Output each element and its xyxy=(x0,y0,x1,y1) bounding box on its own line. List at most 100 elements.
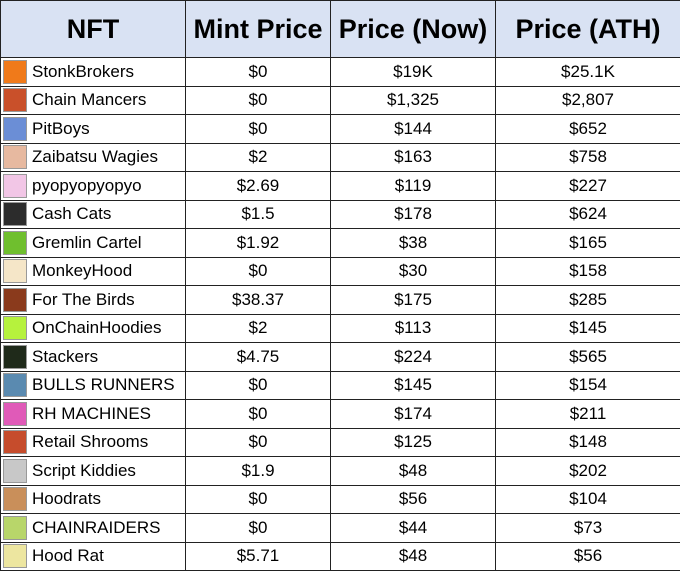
price-cell: $104 xyxy=(495,484,680,514)
nft-cell: Hoodrats xyxy=(0,484,186,514)
nft-icon xyxy=(3,316,27,341)
nft-icon xyxy=(3,259,27,284)
price-cell: $227 xyxy=(495,171,680,201)
column-header: NFT xyxy=(0,0,186,58)
nft-name: Chain Mancers xyxy=(32,90,147,110)
nft-icon xyxy=(3,344,27,369)
nft-icon xyxy=(3,116,27,141)
table-row: MonkeyHood $0 $30 $158 xyxy=(0,256,680,286)
nft-cell: Stackers xyxy=(0,342,186,372)
price-cell: $119 xyxy=(330,171,496,201)
price-cell: $0 xyxy=(185,85,331,115)
nft-name: Cash Cats xyxy=(32,204,112,224)
table-row: CHAINRAIDERS $0 $44 $73 xyxy=(0,513,680,543)
price-cell: $0 xyxy=(185,399,331,429)
price-cell: $565 xyxy=(495,342,680,372)
price-cell: $125 xyxy=(330,427,496,457)
nft-cell: Chain Mancers xyxy=(0,85,186,115)
price-cell: $56 xyxy=(495,541,680,571)
price-cell: $145 xyxy=(330,370,496,400)
table-body: StonkBrokers $0 $19K $25.1K Chain Mancers $0 $… xyxy=(0,57,680,571)
price-cell: $1.5 xyxy=(185,199,331,229)
price-cell: $144 xyxy=(330,114,496,144)
price-cell: $175 xyxy=(330,285,496,315)
nft-icon xyxy=(3,230,27,255)
price-cell: $0 xyxy=(185,114,331,144)
nft-name: RH MACHINES xyxy=(32,403,152,423)
price-cell: $0 xyxy=(185,484,331,514)
nft-name: Script Kiddies xyxy=(32,460,136,480)
price-cell: $44 xyxy=(330,513,496,543)
table-row: PitBoys $0 $144 $652 xyxy=(0,114,680,144)
nft-icon xyxy=(3,59,27,84)
nft-cell: StonkBrokers xyxy=(0,57,186,87)
nft-cell: Gremlin Cartel xyxy=(0,228,186,258)
table-row: Gremlin Cartel $1.92 $38 $165 xyxy=(0,228,680,258)
price-cell: $1.9 xyxy=(185,456,331,486)
table-row: Cash Cats $1.5 $178 $624 xyxy=(0,199,680,229)
price-cell: $0 xyxy=(185,370,331,400)
nft-icon xyxy=(3,544,27,569)
nft-cell: CHAINRAIDERS xyxy=(0,513,186,543)
table-row: Retail Shrooms $0 $125 $148 xyxy=(0,427,680,457)
nft-icon xyxy=(3,88,27,113)
price-cell: $30 xyxy=(330,256,496,286)
price-cell: $154 xyxy=(495,370,680,400)
price-cell: $624 xyxy=(495,199,680,229)
price-cell: $25.1K xyxy=(495,57,680,87)
table-row: BULLS RUNNERS $0 $145 $154 xyxy=(0,370,680,400)
nft-cell: Zaibatsu Wagies xyxy=(0,142,186,172)
price-cell: $0 xyxy=(185,57,331,87)
nft-icon xyxy=(3,458,27,483)
nft-name: StonkBrokers xyxy=(32,61,135,81)
price-cell: $174 xyxy=(330,399,496,429)
price-cell: $0 xyxy=(185,513,331,543)
nft-cell: PitBoys xyxy=(0,114,186,144)
nft-cell: Hood Rat xyxy=(0,541,186,571)
table-row: RH MACHINES $0 $174 $211 xyxy=(0,399,680,429)
nft-name: Gremlin Cartel xyxy=(32,232,142,252)
nft-cell: For The Birds xyxy=(0,285,186,315)
nft-name: Hoodrats xyxy=(32,489,101,509)
price-cell: $0 xyxy=(185,427,331,457)
price-cell: $1,325 xyxy=(330,85,496,115)
nft-name: Stackers xyxy=(32,346,99,366)
nft-icon xyxy=(3,430,27,455)
price-cell: $2 xyxy=(185,313,331,343)
nft-icon xyxy=(3,515,27,540)
price-cell: $19K xyxy=(330,57,496,87)
nft-name: For The Birds xyxy=(32,289,135,309)
nft-icon xyxy=(3,373,27,398)
nft-icon xyxy=(3,487,27,512)
nft-cell: BULLS RUNNERS xyxy=(0,370,186,400)
price-cell: $148 xyxy=(495,427,680,457)
price-cell: $2,807 xyxy=(495,85,680,115)
nft-icon xyxy=(3,287,27,312)
price-cell: $48 xyxy=(330,456,496,486)
price-cell: $758 xyxy=(495,142,680,172)
price-cell: $202 xyxy=(495,456,680,486)
nft-cell: MonkeyHood xyxy=(0,256,186,286)
column-header: Price (Now) xyxy=(330,0,496,58)
column-header: Price (ATH) xyxy=(495,0,680,58)
nft-cell: RH MACHINES xyxy=(0,399,186,429)
price-cell: $5.71 xyxy=(185,541,331,571)
nft-icon xyxy=(3,401,27,426)
price-cell: $48 xyxy=(330,541,496,571)
column-header: Mint Price xyxy=(185,0,331,58)
price-cell: $4.75 xyxy=(185,342,331,372)
price-cell: $285 xyxy=(495,285,680,315)
table-row: Hood Rat $5.71 $48 $56 xyxy=(0,541,680,571)
table-row: pyopyopyopyo $2.69 $119 $227 xyxy=(0,171,680,201)
price-cell: $0 xyxy=(185,256,331,286)
nft-name: OnChainHoodies xyxy=(32,318,162,338)
price-cell: $652 xyxy=(495,114,680,144)
nft-cell: Retail Shrooms xyxy=(0,427,186,457)
nft-name: Hood Rat xyxy=(32,546,104,566)
nft-name: Retail Shrooms xyxy=(32,432,149,452)
nft-name: PitBoys xyxy=(32,118,90,138)
nft-cell: Script Kiddies xyxy=(0,456,186,486)
table-row: StonkBrokers $0 $19K $25.1K xyxy=(0,57,680,87)
nft-name: Zaibatsu Wagies xyxy=(32,147,158,167)
